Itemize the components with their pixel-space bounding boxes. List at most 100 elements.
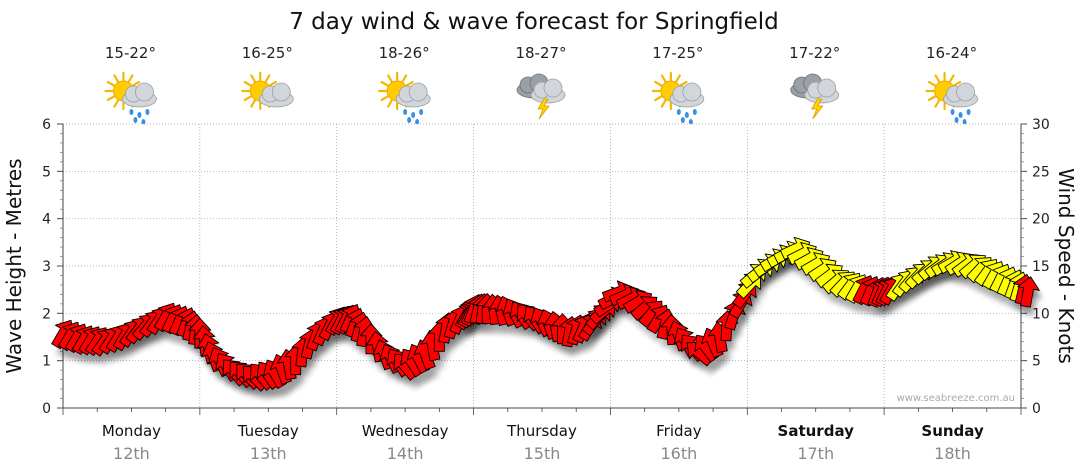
chart-title: 7 day wind & wave forecast for Springfie…: [289, 9, 779, 35]
cloud-puff: [271, 82, 291, 102]
right-tick-label: 25: [1032, 164, 1050, 180]
right-tick-label: 30: [1032, 117, 1050, 133]
sun-cloud-rain-icon: [378, 71, 431, 125]
sun-ray: [401, 74, 408, 83]
left-tick-label: 4: [42, 212, 51, 228]
sun-ray: [268, 80, 277, 87]
day-date-label: 16th: [660, 444, 697, 463]
left-tick-label: 2: [42, 306, 51, 322]
left-tick-label: 3: [42, 259, 51, 275]
rain-drop: [415, 119, 420, 125]
day-date-label: 14th: [387, 444, 424, 463]
sun-cloud-rain-icon: [651, 71, 705, 125]
rain-drop: [966, 109, 971, 115]
cloud-shape: [530, 78, 566, 104]
rain-drop: [419, 109, 424, 115]
left-tick-label: 5: [42, 164, 51, 180]
day-name-label: Wednesday: [362, 422, 449, 440]
cloud-shape: [122, 82, 157, 108]
sun-ray: [250, 74, 256, 83]
rain-drop: [145, 109, 150, 115]
left-axis-label: Wave Height - Metres: [2, 158, 26, 373]
day-temperature: 16-25°: [242, 44, 293, 62]
credit-text: www.seabreeze.com.au: [897, 393, 1015, 404]
right-tick-label: 15: [1032, 259, 1050, 275]
rain-drop: [954, 117, 959, 123]
rain-drop: [137, 112, 142, 118]
sun-ray: [243, 80, 252, 87]
rain-drop: [403, 109, 408, 115]
sun-ray: [380, 95, 389, 102]
cloud-shape: [804, 78, 840, 104]
sun-ray: [934, 99, 941, 108]
storm-cloud-icon: [790, 73, 840, 120]
day-headers: 15-22° 16-25° 18-26° 18-27° 17-25° 17-22° 16-2…: [104, 44, 978, 125]
sun-ray: [927, 95, 937, 102]
left-tick-label: 6: [42, 117, 51, 133]
day-name-label: Monday: [102, 422, 161, 440]
sun-cloud-rain-icon: [104, 71, 157, 125]
sun-ray: [405, 80, 414, 87]
sun-cloud-rain-icon: [925, 71, 978, 125]
day-name-label: Thursday: [506, 422, 577, 440]
cloud-shape: [943, 82, 978, 108]
sun-ray: [113, 74, 120, 83]
sun-ray: [380, 80, 389, 87]
rain-drop: [141, 119, 146, 125]
sun-ray: [106, 95, 116, 102]
day-name-label: Friday: [656, 422, 702, 440]
sun-ray: [660, 74, 667, 83]
rain-drop: [133, 117, 138, 123]
cloud-shape: [395, 82, 431, 108]
storm-cloud-icon: [516, 73, 566, 120]
left-axis: 0 1 2 3 4 5 6: [42, 117, 64, 417]
rain-drop: [680, 117, 685, 123]
bottom-axis: Monday 12th Tuesday 13th Wednesday 14th Thursd…: [62, 407, 1022, 463]
sun-ray: [387, 99, 393, 108]
sun-ray: [243, 95, 252, 102]
sun-ray: [675, 74, 681, 83]
sun-ray: [264, 74, 271, 83]
day-temperature: 17-25°: [652, 44, 703, 62]
sun-ray: [927, 80, 937, 87]
sun-ray: [679, 80, 688, 87]
cloud-puff: [682, 82, 702, 102]
rain-drop: [958, 112, 963, 118]
sun-ray: [106, 80, 116, 87]
right-axis-label: Wind Speed - Knots: [1054, 168, 1078, 364]
left-tick-label: 1: [42, 354, 51, 370]
sun-ray: [948, 74, 955, 83]
day-date-label: 17th: [797, 444, 834, 463]
cloud-puff: [135, 82, 154, 102]
sun-ray: [113, 99, 120, 108]
rain-drop: [676, 109, 681, 115]
sun-ray: [127, 74, 134, 83]
cloud-puff: [543, 78, 563, 98]
day-date-label: 18th: [934, 444, 971, 463]
rain-drop: [962, 119, 967, 125]
day-temperature: 17-22°: [789, 44, 840, 62]
day-temperature: 18-27°: [515, 44, 566, 62]
day-date-label: 13th: [250, 444, 287, 463]
right-tick-label: 20: [1032, 212, 1050, 228]
sun-ray: [952, 80, 962, 87]
rain-drop: [688, 119, 693, 125]
cloud-puff: [817, 78, 837, 98]
right-axis: 0 5 10 15 20 25 30: [1020, 117, 1050, 417]
rain-drop: [411, 112, 416, 118]
day-date-label: 15th: [524, 444, 561, 463]
cloud-puff: [956, 82, 975, 102]
left-tick-label: 0: [42, 401, 51, 417]
day-name-label: Sunday: [921, 422, 984, 440]
sun-ray: [934, 74, 941, 83]
cloud-puff: [408, 82, 428, 102]
right-tick-label: 0: [1032, 401, 1041, 417]
wind-arrows: [51, 236, 1040, 392]
sun-ray: [250, 99, 256, 108]
cloud-shape: [258, 82, 294, 108]
sun-ray: [387, 74, 393, 83]
sun-ray: [660, 99, 667, 108]
rain-drop: [950, 109, 955, 115]
cloud-shape: [669, 82, 705, 108]
